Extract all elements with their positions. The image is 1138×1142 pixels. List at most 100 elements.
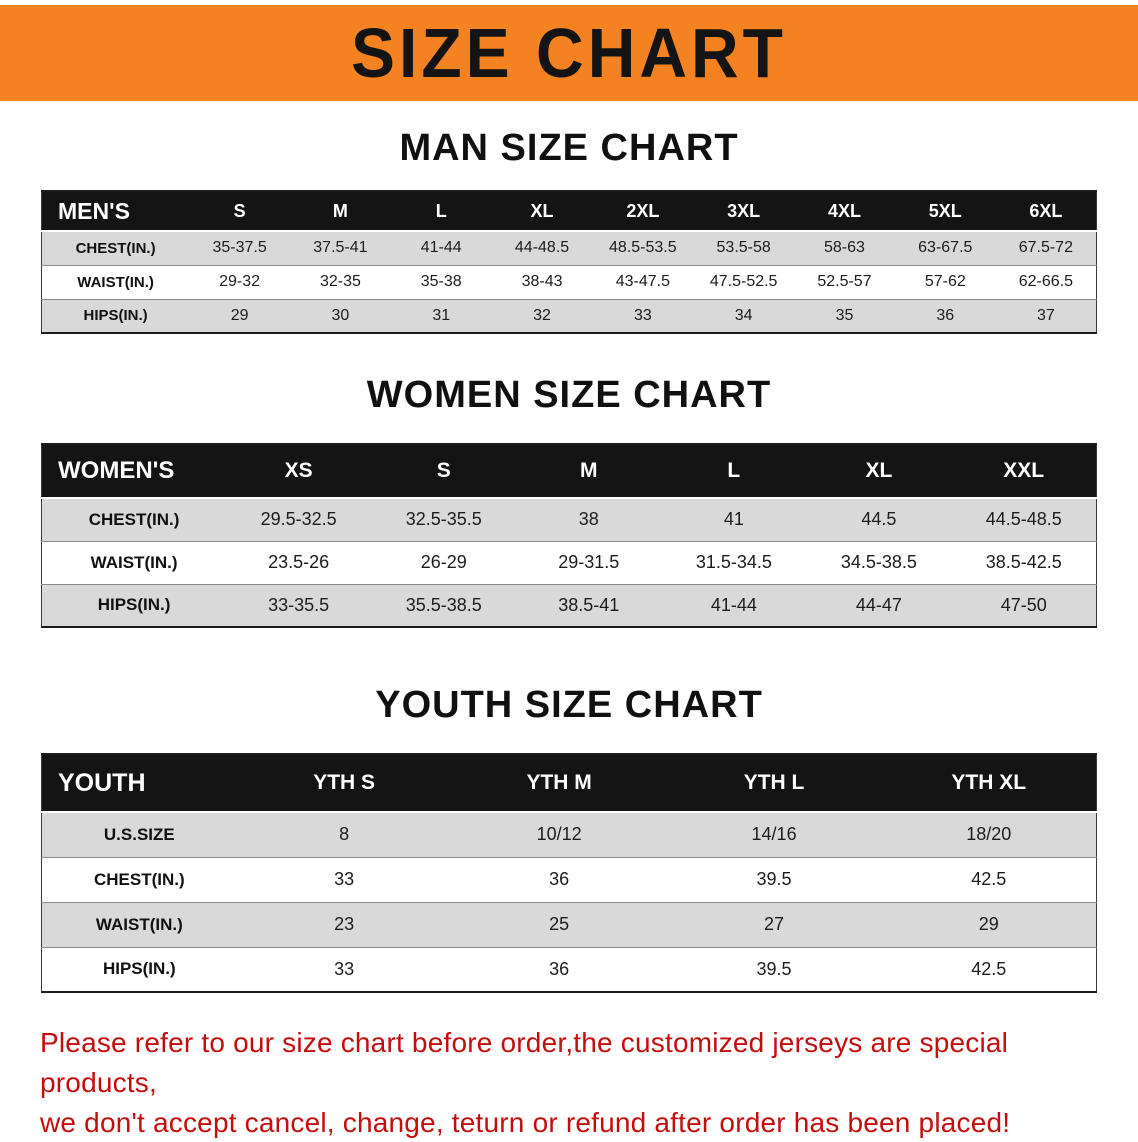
row-label-cell: HIPS(IN.) xyxy=(41,298,190,333)
size-header-cell: M xyxy=(290,191,391,232)
youth-table-body: U.S.SIZE 8 10/12 14/16 18/20 CHEST(IN.) 33 36 39… xyxy=(41,811,1097,992)
table-row: CHEST(IN.) 29.5-32.5 32.5-35.5 38 41 44.5 44.5… xyxy=(41,497,1097,541)
value-cell: 29 xyxy=(881,901,1097,947)
value-cell: 38 xyxy=(516,497,662,541)
women-table-body: CHEST(IN.) 29.5-32.5 32.5-35.5 38 41 44.5 44.5… xyxy=(41,497,1097,627)
value-cell: 29 xyxy=(189,298,290,333)
size-header-cell: 6XL xyxy=(995,191,1097,232)
value-cell: 23.5-26 xyxy=(226,540,372,584)
value-cell: 25 xyxy=(451,901,667,947)
value-cell: 36 xyxy=(451,856,667,902)
value-cell: 8 xyxy=(236,811,452,857)
table-row: WAIST(IN.) 29-32 32-35 35-38 38-43 43-47.5 47.… xyxy=(41,264,1097,299)
value-cell: 35 xyxy=(794,298,895,333)
value-cell: 38-43 xyxy=(491,264,593,299)
value-cell: 38.5-41 xyxy=(516,583,662,627)
row-label-cell: WAIST(IN.) xyxy=(41,540,227,584)
size-header-cell: 3XL xyxy=(693,191,795,232)
table-row: WAIST(IN.) 23.5-26 26-29 29-31.5 31.5-34.5 34… xyxy=(41,540,1097,584)
value-cell: 52.5-57 xyxy=(794,264,895,299)
value-cell: 57-62 xyxy=(894,264,996,299)
women-size-table: WOMEN'S XS S M L XL XXL CHEST(IN.) 29.5-32.5 32.5… xyxy=(41,443,1097,628)
row-label-cell: WAIST(IN.) xyxy=(41,264,190,299)
value-cell: 23 xyxy=(236,901,452,947)
youth-table-head: YOUTH YTH S YTH M YTH L YTH XL xyxy=(41,754,1097,813)
youth-table-title-cell: YOUTH xyxy=(41,754,237,813)
value-cell: 33 xyxy=(236,946,452,992)
row-label-cell: CHEST(IN.) xyxy=(41,497,227,541)
value-cell: 44-47 xyxy=(806,583,952,627)
value-cell: 35-38 xyxy=(390,264,492,299)
value-cell: 62-66.5 xyxy=(995,264,1097,299)
value-cell: 41-44 xyxy=(661,583,807,627)
value-cell: 33-35.5 xyxy=(226,583,372,627)
row-label-cell: WAIST(IN.) xyxy=(41,901,237,947)
header-row: MEN'S S M L XL 2XL 3XL 4XL 5XL 6XL xyxy=(41,191,1097,232)
women-size-chart-section: WOMEN SIZE CHART WOMEN'S XS S M L XL XXL CHEST(I… xyxy=(0,374,1138,628)
row-label-cell: U.S.SIZE xyxy=(41,811,237,857)
footer-note-line-2: we don't accept cancel, change, teturn o… xyxy=(40,1106,1011,1138)
value-cell: 10/12 xyxy=(451,811,667,857)
value-cell: 36 xyxy=(451,946,667,992)
size-header-cell: YTH XL xyxy=(881,754,1097,813)
row-label-cell: HIPS(IN.) xyxy=(41,583,227,627)
value-cell: 43-47.5 xyxy=(592,264,694,299)
value-cell: 27 xyxy=(666,901,882,947)
header-row: WOMEN'S XS S M L XL XXL xyxy=(41,444,1097,499)
value-cell: 30 xyxy=(290,298,391,333)
women-section-heading: WOMEN SIZE CHART xyxy=(366,374,772,416)
value-cell: 38.5-42.5 xyxy=(951,540,1097,584)
value-cell: 32 xyxy=(491,298,593,333)
size-header-cell: 4XL xyxy=(794,191,895,232)
footer-note-line-1: Please refer to our size chart before or… xyxy=(40,1027,1009,1098)
value-cell: 31.5-34.5 xyxy=(661,540,807,584)
value-cell: 53.5-58 xyxy=(693,230,795,265)
size-header-cell: XXL xyxy=(951,444,1097,499)
size-header-cell: L xyxy=(661,444,807,499)
men-table-head: MEN'S S M L XL 2XL 3XL 4XL 5XL 6XL xyxy=(41,191,1097,232)
size-header-cell: YTH L xyxy=(666,754,882,813)
value-cell: 33 xyxy=(236,856,452,902)
value-cell: 34 xyxy=(693,298,795,333)
value-cell: 37.5-41 xyxy=(290,230,391,265)
value-cell: 41-44 xyxy=(390,230,492,265)
size-chart-page: SIZE CHART MAN SIZE CHART MEN'S S M L XL 2XL 3X… xyxy=(0,5,1138,1142)
size-header-cell: S xyxy=(371,444,517,499)
value-cell: 42.5 xyxy=(881,946,1097,992)
men-size-table: MEN'S S M L XL 2XL 3XL 4XL 5XL 6XL CHEST(IN.) 35-37… xyxy=(41,190,1097,334)
size-header-cell: 5XL xyxy=(894,191,996,232)
table-row: HIPS(IN.) 33-35.5 35.5-38.5 38.5-41 41-44 44-… xyxy=(41,583,1097,627)
value-cell: 42.5 xyxy=(881,856,1097,902)
value-cell: 47.5-52.5 xyxy=(693,264,795,299)
value-cell: 26-29 xyxy=(371,540,517,584)
size-header-cell: XL xyxy=(806,444,952,499)
value-cell: 32-35 xyxy=(290,264,391,299)
value-cell: 29-31.5 xyxy=(516,540,662,584)
youth-section-heading: YOUTH SIZE CHART xyxy=(375,684,763,726)
table-row: CHEST(IN.) 35-37.5 37.5-41 41-44 44-48.5 48.5… xyxy=(41,230,1097,265)
value-cell: 29.5-32.5 xyxy=(226,497,372,541)
page-title: SIZE CHART xyxy=(351,14,787,92)
size-header-cell: L xyxy=(390,191,492,232)
table-row: HIPS(IN.) 29 30 31 32 33 34 35 36 37 xyxy=(41,298,1097,333)
value-cell: 35-37.5 xyxy=(189,230,290,265)
value-cell: 33 xyxy=(592,298,694,333)
value-cell: 36 xyxy=(894,298,996,333)
row-label-cell: CHEST(IN.) xyxy=(41,230,190,265)
value-cell: 67.5-72 xyxy=(995,230,1097,265)
men-table-body: CHEST(IN.) 35-37.5 37.5-41 41-44 44-48.5 48.5… xyxy=(41,230,1097,333)
table-row: WAIST(IN.) 23 25 27 29 xyxy=(41,901,1097,947)
value-cell: 37 xyxy=(995,298,1097,333)
value-cell: 63-67.5 xyxy=(894,230,996,265)
size-header-cell: XL xyxy=(491,191,593,232)
men-section-heading: MAN SIZE CHART xyxy=(399,127,739,169)
women-table-head: WOMEN'S XS S M L XL XXL xyxy=(41,444,1097,499)
value-cell: 31 xyxy=(390,298,492,333)
table-row: HIPS(IN.) 33 36 39.5 42.5 xyxy=(41,946,1097,992)
value-cell: 44.5 xyxy=(806,497,952,541)
men-size-chart-section: MAN SIZE CHART MEN'S S M L XL 2XL 3XL 4XL 5XL 6XL C… xyxy=(0,127,1138,334)
value-cell: 39.5 xyxy=(666,856,882,902)
youth-size-table: YOUTH YTH S YTH M YTH L YTH XL U.S.SIZE 8 10/12… xyxy=(41,753,1097,993)
value-cell: 35.5-38.5 xyxy=(371,583,517,627)
table-row: U.S.SIZE 8 10/12 14/16 18/20 xyxy=(41,811,1097,857)
